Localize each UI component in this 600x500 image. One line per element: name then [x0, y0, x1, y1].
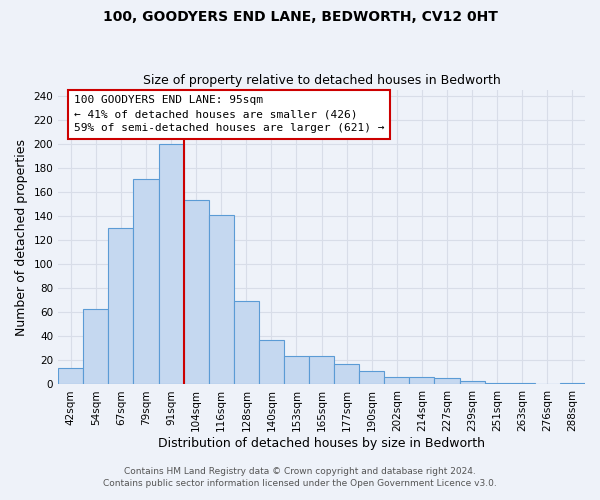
Bar [133, 178, 158, 384]
Bar [284, 356, 309, 384]
Bar [409, 377, 434, 384]
Bar [434, 378, 460, 384]
Bar [385, 377, 409, 384]
Bar [259, 340, 284, 384]
Title: Size of property relative to detached houses in Bedworth: Size of property relative to detached ho… [143, 74, 500, 87]
Bar [359, 371, 385, 384]
Bar [460, 381, 485, 384]
Bar [58, 368, 83, 384]
Bar [109, 228, 133, 384]
Bar [184, 200, 209, 384]
Bar [158, 144, 184, 384]
Y-axis label: Number of detached properties: Number of detached properties [15, 138, 28, 336]
Bar [334, 364, 359, 384]
Bar [83, 308, 109, 384]
Text: 100 GOODYERS END LANE: 95sqm
← 41% of detached houses are smaller (426)
59% of s: 100 GOODYERS END LANE: 95sqm ← 41% of de… [74, 96, 385, 134]
Bar [309, 356, 334, 384]
Text: 100, GOODYERS END LANE, BEDWORTH, CV12 0HT: 100, GOODYERS END LANE, BEDWORTH, CV12 0… [103, 10, 497, 24]
Bar [234, 302, 259, 384]
Text: Contains HM Land Registry data © Crown copyright and database right 2024.
Contai: Contains HM Land Registry data © Crown c… [103, 466, 497, 487]
Bar [209, 214, 234, 384]
X-axis label: Distribution of detached houses by size in Bedworth: Distribution of detached houses by size … [158, 437, 485, 450]
